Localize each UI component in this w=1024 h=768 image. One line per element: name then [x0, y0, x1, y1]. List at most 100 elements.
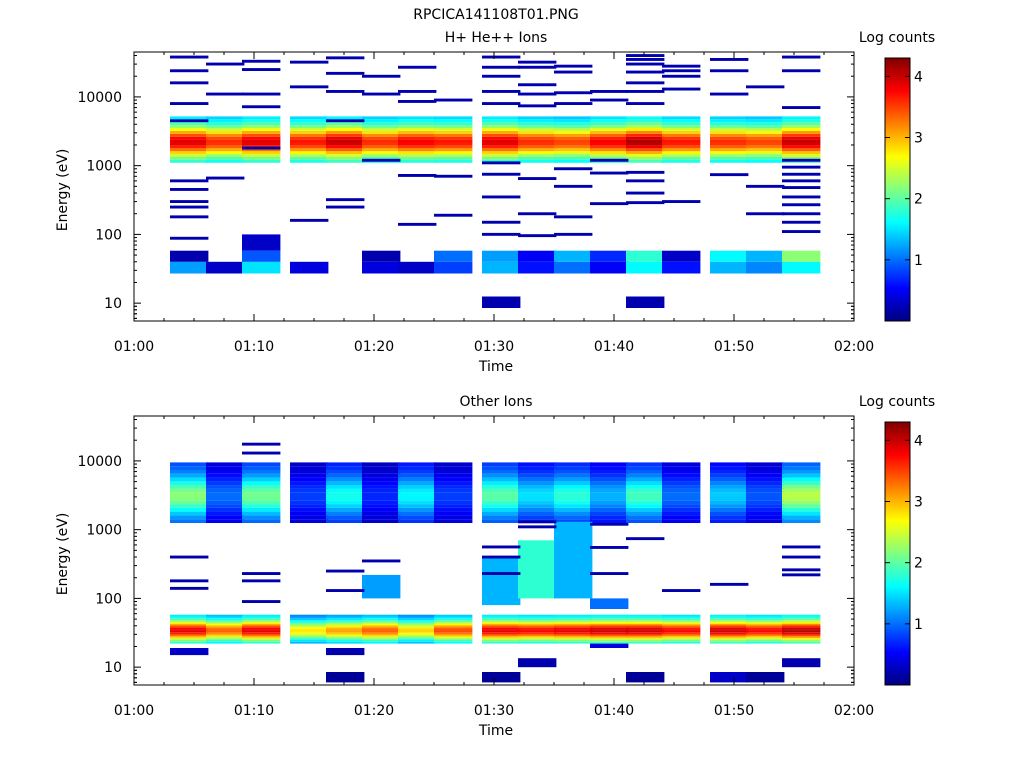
heatmap-cell [782, 139, 821, 143]
heatmap-cell [326, 116, 365, 120]
heatmap-cell [170, 640, 209, 642]
heatmap-cell [746, 492, 785, 497]
heatmap-cell [746, 638, 785, 640]
heatmap-cell [290, 511, 329, 516]
heatmap-cell [590, 546, 629, 549]
heatmap-cell [398, 136, 437, 140]
heatmap-cell [554, 154, 593, 157]
heatmap-cell [518, 477, 557, 482]
heatmap-cell [326, 148, 365, 152]
heatmap-cell [362, 632, 401, 635]
heatmap-cell [662, 627, 701, 630]
heatmap-cell [398, 90, 437, 93]
heatmap-cell [290, 60, 329, 64]
heatmap-cell [518, 500, 557, 505]
heatmap-cell [398, 470, 437, 474]
heatmap-cell [290, 145, 329, 149]
heatmap-cell [326, 125, 365, 128]
heatmap-cell [782, 500, 821, 505]
heatmap-cell [482, 122, 521, 126]
heatmap-cell [482, 130, 521, 134]
heatmap-cell [326, 122, 365, 126]
heatmap-cell [398, 222, 437, 226]
heatmap-cell [362, 621, 401, 624]
heatmap-cell [206, 616, 245, 619]
heatmap-cell [518, 638, 557, 640]
heatmap-cell [170, 638, 209, 640]
heatmap-cell [170, 630, 209, 633]
heatmap-cell [518, 212, 557, 216]
heatmap-cell [398, 473, 437, 478]
heatmap-cell [242, 621, 281, 624]
heatmap-cell [362, 625, 401, 628]
heatmap-cell [626, 261, 665, 274]
heatmap-cell [326, 128, 365, 131]
heatmap-cell [746, 85, 785, 89]
h-he-axes: 01:00 01:10 01:20 01:30 01:40 01:50 02:00 10 100… [77, 51, 874, 355]
heatmap-cell [626, 629, 665, 631]
heatmap-cell [746, 462, 785, 467]
heatmap-cell [362, 500, 401, 505]
heatmap-cell [170, 614, 209, 617]
heatmap-cell [518, 159, 557, 163]
heatmap-cell [746, 636, 785, 639]
colorbar-tick-label: 1 [914, 253, 923, 269]
x-tick-label: 01:50 [714, 703, 754, 719]
heatmap-cell [518, 92, 557, 96]
heatmap-cell [290, 116, 329, 120]
heatmap-cell [746, 640, 785, 642]
heatmap-cell [362, 470, 401, 474]
heatmap-cell [242, 488, 281, 493]
heatmap-cell [590, 128, 629, 131]
heatmap-cell [590, 629, 629, 631]
heatmap-cell [326, 634, 365, 637]
heatmap-cell [434, 504, 473, 508]
heatmap-cell [554, 119, 593, 123]
heatmap-cell [290, 466, 329, 470]
heatmap-cell [518, 122, 557, 126]
heatmap-cell [170, 473, 209, 478]
heatmap-cell [290, 142, 329, 146]
heatmap-cell [518, 148, 557, 152]
heatmap-cell [626, 614, 665, 617]
heatmap-cell [782, 630, 821, 633]
heatmap-cell [434, 500, 473, 505]
heatmap-cell [554, 159, 593, 163]
heatmap-cell [626, 142, 665, 146]
heatmap-cell [710, 139, 749, 143]
heatmap-cell [662, 636, 701, 639]
heatmap-cell [782, 116, 821, 120]
heatmap-cell [626, 477, 665, 482]
heatmap-cell [782, 640, 821, 642]
heatmap-cell [326, 504, 365, 508]
heatmap-cell [626, 616, 665, 619]
heatmap-cell [290, 492, 329, 497]
heatmap-cell [554, 116, 593, 120]
heatmap-cell [170, 119, 209, 123]
heatmap-cell [746, 116, 785, 120]
heatmap-cell [362, 630, 401, 633]
heatmap-cell [626, 623, 665, 626]
heatmap-cell [746, 627, 785, 630]
heatmap-cell [482, 220, 521, 224]
heatmap-cell [590, 148, 629, 152]
heatmap-cell [362, 627, 401, 630]
heatmap-cell [554, 462, 593, 467]
heatmap-cell [326, 492, 365, 497]
heatmap-cell [626, 116, 665, 120]
heatmap-cell [746, 477, 785, 482]
heatmap-cell [662, 87, 701, 91]
heatmap-cell [434, 125, 473, 128]
heatmap-cell [782, 125, 821, 128]
heatmap-cell [482, 616, 521, 619]
heatmap-cell [518, 618, 557, 621]
heatmap-cell [362, 504, 401, 508]
heatmap-cell [746, 630, 785, 633]
heatmap-cell [482, 90, 521, 93]
heatmap-cell [710, 500, 749, 505]
heatmap-cell [290, 636, 329, 639]
heatmap-cell [170, 625, 209, 628]
heatmap-cell [710, 485, 749, 489]
heatmap-cell [170, 125, 209, 128]
heatmap-cell [362, 462, 401, 467]
